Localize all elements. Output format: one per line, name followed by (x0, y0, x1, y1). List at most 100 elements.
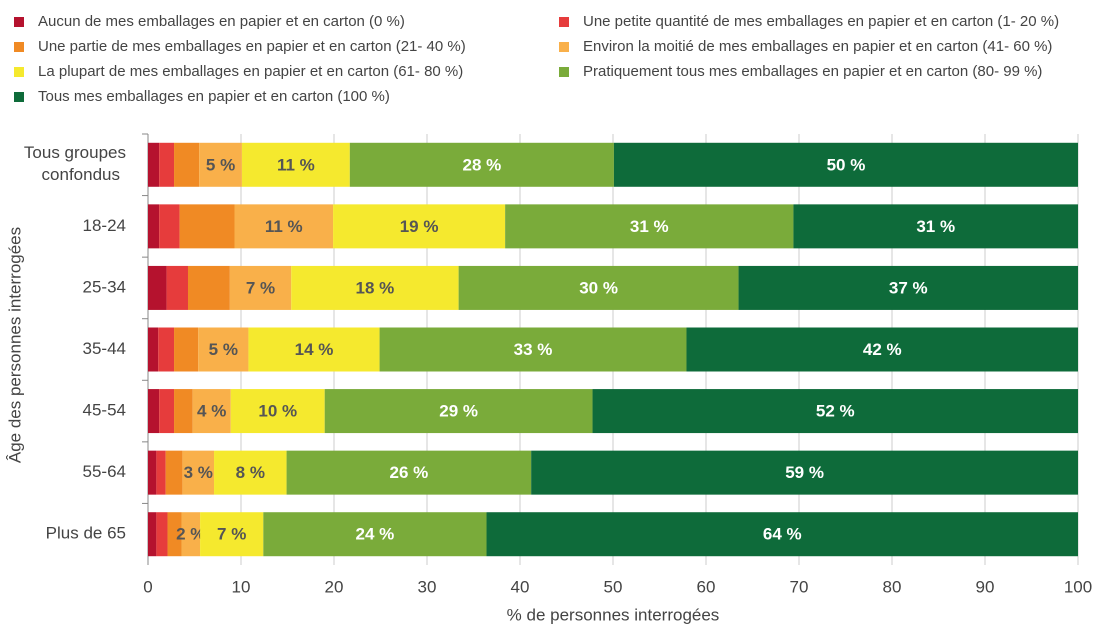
x-axis-title: % de personnes interrogées (507, 605, 720, 624)
data-label: 29 % (439, 402, 478, 421)
bar-segment (458, 265, 739, 310)
data-label: 28 % (462, 155, 501, 174)
y-tick-label: 35-44 (83, 339, 126, 358)
data-label: 4 % (197, 402, 226, 421)
bar-segment (159, 389, 175, 434)
data-label: 42 % (863, 340, 902, 359)
bar-segment (248, 327, 380, 372)
bar-segment (174, 389, 193, 434)
data-label: 52 % (816, 402, 855, 421)
data-label: 26 % (389, 463, 428, 482)
bar-segment (159, 142, 175, 187)
bar-segment (505, 204, 794, 249)
y-tick-label: 45-54 (83, 401, 126, 420)
bar-segment (148, 265, 167, 310)
bar-segment (148, 142, 160, 187)
bar-segment (148, 389, 160, 434)
bar-segment (613, 142, 1078, 187)
data-label: 64 % (763, 525, 802, 544)
bar-segment (263, 512, 487, 557)
bar-segment (179, 204, 235, 249)
bar-segment (187, 265, 230, 310)
bar-segment (156, 512, 168, 557)
bar-segment (198, 327, 249, 372)
y-tick-label: Tous groupes confondus (24, 143, 126, 184)
x-tick-label: 0 (143, 577, 152, 596)
bar-segment (286, 450, 532, 495)
y-tick-label: 55-64 (83, 462, 126, 481)
x-tick-label: 70 (790, 577, 809, 596)
bar-segment (199, 142, 242, 187)
y-axis-title: Âge des personnes interrogées (5, 227, 24, 463)
bar-segment (181, 512, 201, 557)
bar-segment (379, 327, 687, 372)
x-tick-label: 10 (232, 577, 251, 596)
legend-swatch (559, 17, 569, 27)
data-label: 24 % (356, 525, 395, 544)
data-label: 5 % (206, 155, 235, 174)
x-tick-label: 20 (325, 577, 344, 596)
legend-label: Tous mes emballages en papier et en cart… (38, 88, 390, 105)
legend-label: Aucun de mes emballages en papier et en … (38, 13, 405, 30)
legend-label: Une petite quantité de mes emballages en… (583, 13, 1059, 30)
bar-segment (486, 512, 1078, 557)
legend-label: Pratiquement tous mes emballages en papi… (583, 63, 1042, 80)
x-tick-label: 40 (511, 577, 530, 596)
data-label: 5 % (209, 340, 238, 359)
x-tick-label: 80 (883, 577, 902, 596)
bar-segment (174, 142, 200, 187)
legend-swatch (559, 42, 569, 52)
data-label: 30 % (579, 278, 618, 297)
data-label: 7 % (217, 525, 246, 544)
data-label: 3 % (184, 463, 213, 482)
data-label: 11 % (277, 155, 315, 174)
y-tick-label: 18-24 (83, 216, 126, 235)
data-label: 59 % (785, 463, 824, 482)
data-label: 18 % (356, 278, 395, 297)
bar-segment (159, 204, 180, 249)
legend-swatch (559, 67, 569, 77)
bar-segment (241, 142, 350, 187)
bar-segment (167, 512, 182, 557)
bar-segment (592, 389, 1078, 434)
bar-segment (234, 204, 334, 249)
bar-segment (686, 327, 1078, 372)
bar-segment (174, 327, 199, 372)
bar-segment (214, 450, 287, 495)
data-label: 31 % (916, 217, 955, 236)
data-label: 10 % (258, 402, 297, 421)
bar-segment (229, 265, 292, 310)
x-tick-label: 100 (1064, 577, 1092, 596)
bar-segment (148, 512, 157, 557)
data-label: 33 % (514, 340, 553, 359)
legend-label: La plupart de mes emballages en papier e… (38, 63, 463, 80)
bar-segment (333, 204, 506, 249)
bar-segment (200, 512, 264, 557)
bar-segment (230, 389, 325, 434)
legend-swatch (14, 17, 24, 27)
legend-label: Environ la moitié de mes emballages en p… (583, 38, 1052, 55)
bar-segment (793, 204, 1078, 249)
data-label: 19 % (400, 217, 439, 236)
data-label: 50 % (827, 155, 866, 174)
legend-swatch (14, 42, 24, 52)
bar-segment (349, 142, 614, 187)
bar-segment (148, 327, 159, 372)
bar-segment (148, 450, 157, 495)
x-tick-label: 50 (604, 577, 623, 596)
y-tick-label: Plus de 65 (46, 524, 126, 543)
legend-swatch (14, 92, 24, 102)
legend-label: Une partie de mes emballages en papier e… (38, 38, 466, 55)
x-tick-label: 90 (976, 577, 995, 596)
bar-segment (291, 265, 459, 310)
data-label: 7 % (246, 278, 275, 297)
bar-segment (324, 389, 593, 434)
bar-segment (531, 450, 1078, 495)
data-label: 8 % (236, 463, 265, 482)
data-label: 31 % (630, 217, 669, 236)
data-label: 14 % (295, 340, 334, 359)
bar-segment (158, 327, 175, 372)
bar-segment (738, 265, 1078, 310)
bar-segment (166, 265, 188, 310)
